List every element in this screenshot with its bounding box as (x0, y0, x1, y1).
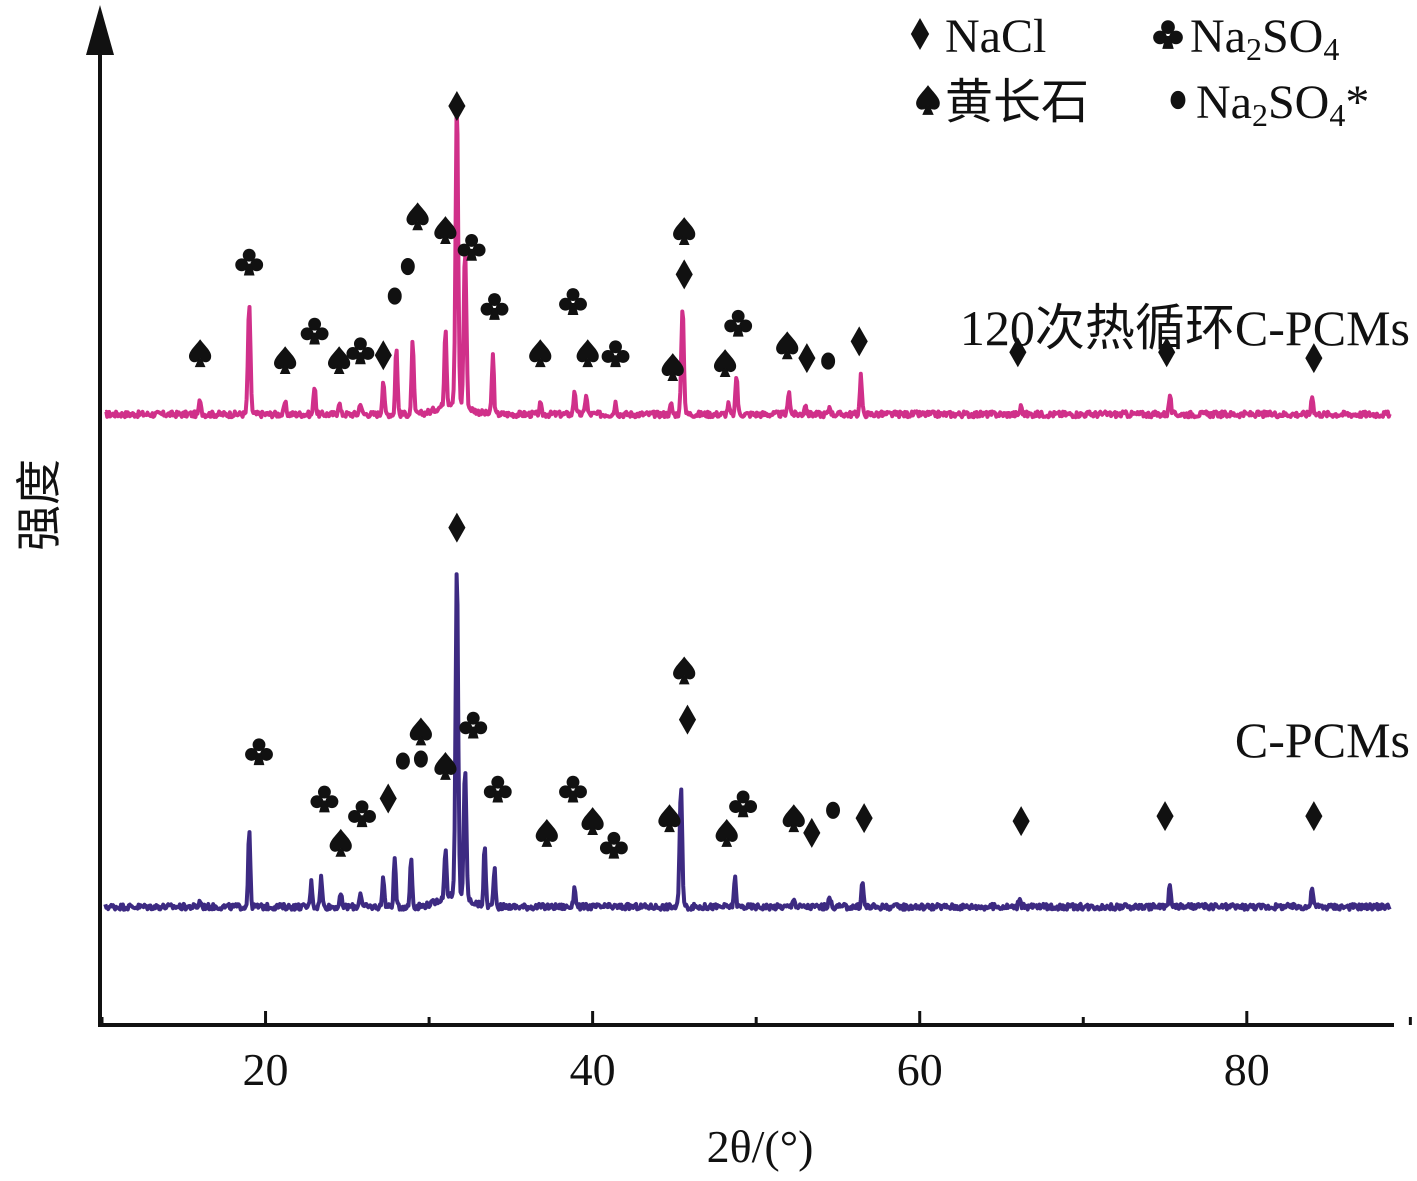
spade-marker (329, 828, 352, 857)
spade-marker (715, 818, 738, 847)
dot-marker (413, 750, 428, 768)
diamond-marker (448, 90, 466, 121)
diamond-marker (850, 326, 868, 357)
dot-marker (400, 257, 415, 276)
diamond-marker (1012, 806, 1030, 837)
club-marker (480, 293, 509, 320)
diamond-legend-icon (910, 18, 930, 50)
club-marker (310, 785, 339, 813)
diamond-marker (379, 783, 397, 814)
diamond-marker (1156, 801, 1174, 832)
legend-label: NaCl (945, 10, 1046, 63)
series-label-original: C-PCMs (1235, 712, 1410, 768)
x-tick-label: 40 (570, 1044, 616, 1095)
spade-marker (535, 818, 558, 847)
phase-markers (189, 90, 1323, 859)
diamond-marker (675, 259, 693, 290)
dot-legend-icon (1170, 90, 1186, 110)
spade-marker (406, 202, 429, 231)
diamond-marker (798, 343, 816, 374)
club-marker (348, 800, 376, 828)
spade-marker (581, 807, 604, 836)
spade-marker (274, 346, 297, 375)
dot-marker (821, 352, 836, 370)
spade-marker (782, 804, 805, 833)
club-marker (245, 738, 273, 766)
spade-marker (434, 216, 457, 245)
x-tick-label: 60 (897, 1044, 943, 1095)
legend: NaCl Na2SO4 黄长石 Na2SO4* (910, 10, 1369, 133)
spade-marker (673, 656, 696, 685)
spade-marker (529, 339, 552, 368)
club-marker (459, 711, 488, 739)
club-legend-icon (1153, 20, 1183, 49)
spade-marker (576, 339, 599, 368)
dot-marker (387, 287, 402, 305)
spade-marker (658, 804, 681, 833)
spade-marker (776, 331, 799, 360)
club-marker (724, 309, 753, 337)
diamond-marker (374, 340, 392, 371)
series-layer (103, 103, 1392, 912)
diamond-marker (855, 803, 873, 834)
y-axis-label: 强度 (14, 459, 65, 551)
club-marker (601, 340, 630, 368)
club-marker (235, 248, 264, 276)
club-marker (457, 233, 486, 261)
x-axis-ticks: 20 40 60 80 (100, 1011, 1412, 1095)
diamond-marker (1305, 801, 1323, 832)
x-tick-label: 20 (243, 1044, 289, 1095)
legend-label: 黄长石 (945, 76, 1089, 129)
legend-label: Na2SO4 (1190, 10, 1339, 67)
club-marker (346, 337, 375, 365)
diamond-marker (803, 817, 821, 848)
spade-marker (661, 353, 684, 381)
spade-marker (673, 217, 696, 246)
spade-marker (409, 717, 433, 746)
spade-marker (328, 346, 351, 375)
spade-marker (189, 339, 212, 368)
dot-marker (395, 752, 410, 770)
club-marker (483, 775, 512, 803)
diamond-marker (448, 512, 466, 543)
series-label-cycled: 120次热循环C-PCMs (960, 300, 1410, 356)
dot-marker (826, 801, 841, 819)
spade-marker (434, 752, 457, 780)
club-marker (300, 317, 329, 345)
club-marker (599, 831, 628, 859)
spade-marker (714, 349, 737, 378)
legend-label: Na2SO4* (1196, 76, 1369, 133)
club-marker (559, 775, 587, 803)
spade-legend-icon (916, 85, 940, 115)
club-marker (729, 790, 758, 818)
y-axis-arrow (86, 5, 114, 55)
diamond-marker (678, 704, 697, 735)
diamond-marker (1305, 343, 1323, 374)
series-line-1 (103, 572, 1392, 912)
diamond-marker (1009, 337, 1027, 368)
club-marker (559, 288, 587, 315)
series-line-0 (104, 103, 1392, 420)
x-axis-label: 2θ/(°) (707, 1121, 814, 1172)
x-tick-label: 80 (1224, 1044, 1270, 1095)
